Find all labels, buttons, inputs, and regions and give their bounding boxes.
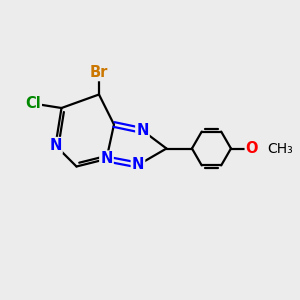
Text: N: N — [100, 152, 113, 166]
Text: N: N — [136, 123, 149, 138]
Text: Cl: Cl — [25, 96, 41, 111]
Text: O: O — [246, 141, 258, 156]
Text: N: N — [132, 158, 144, 172]
Text: CH₃: CH₃ — [268, 142, 293, 155]
Text: N: N — [49, 138, 62, 153]
Text: Br: Br — [90, 65, 108, 80]
